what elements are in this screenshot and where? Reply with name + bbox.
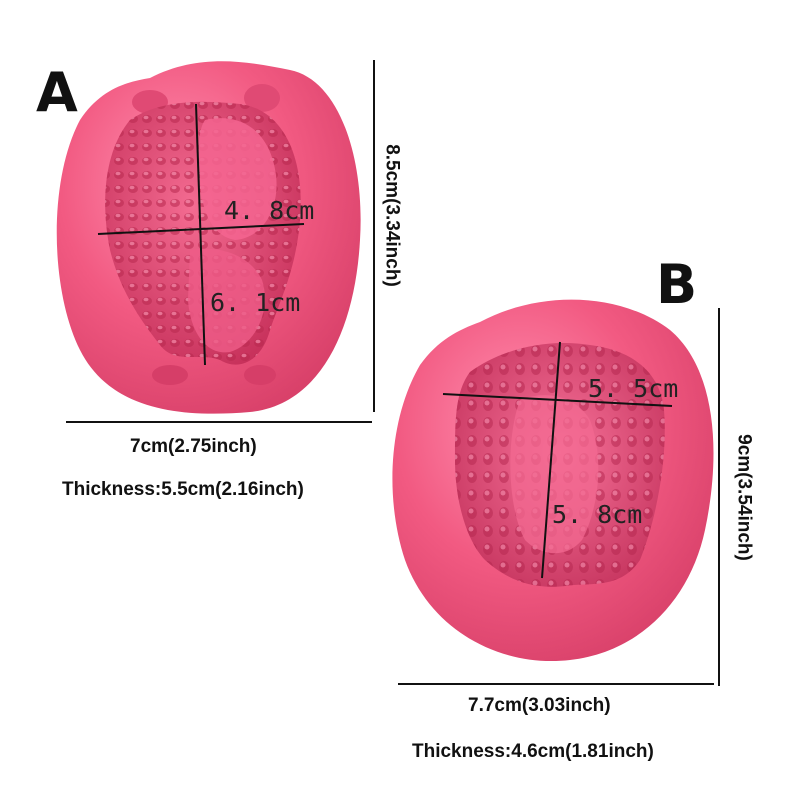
mold-a-image xyxy=(56,61,361,414)
mold-b-thickness: Thickness:4.6cm(1.81inch) xyxy=(412,741,654,762)
mold-b-overall-height: 9cm(3.54inch) xyxy=(733,434,755,561)
mold-b-overall-width: 7.7cm(3.03inch) xyxy=(468,695,611,716)
mold-a-overall-width: 7cm(2.75inch) xyxy=(130,436,257,457)
mold-b-image xyxy=(392,299,714,662)
mold-a-height-measure: 6. 1cm xyxy=(210,288,301,317)
mold-a-letter: A xyxy=(36,61,78,124)
mold-b-height-measure: 5. 8cm xyxy=(552,500,643,529)
mold-b-width-measure: 5. 5cm xyxy=(588,374,679,403)
mold-a-width-measure: 4. 8cm xyxy=(224,196,315,225)
mold-a-thickness: Thickness:5.5cm(2.16inch) xyxy=(62,479,304,500)
mold-b-letter: B xyxy=(656,253,698,316)
mold-a-overall-height: 8.5cm(3.34inch) xyxy=(381,144,403,287)
